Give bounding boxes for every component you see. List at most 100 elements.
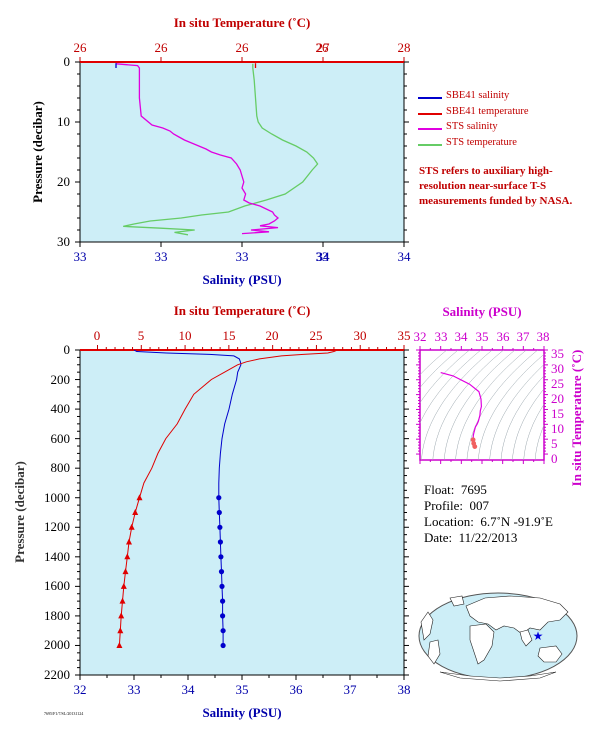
bottom-pressure-tick-label: 2000 xyxy=(44,637,70,652)
temperature-point xyxy=(117,627,124,634)
bottom-pressure-tick-label: 800 xyxy=(51,460,71,475)
bottom-sal-tick-label: 32 xyxy=(74,682,87,697)
salinity-point xyxy=(218,569,225,575)
isopycnal-line xyxy=(420,350,470,404)
australia xyxy=(537,645,563,663)
near-surface-pressure-axis-title: Pressure (decibar) xyxy=(30,101,45,203)
bottom-pressure-tick-label: 1600 xyxy=(44,578,70,593)
isopycnal-line xyxy=(512,388,544,460)
salinity-point xyxy=(216,495,222,501)
full-depth-pressure-axis-title: Pressure (decibar) xyxy=(12,461,27,563)
salinity-point xyxy=(220,628,226,634)
ts-sal-tick-label: 36 xyxy=(497,329,511,344)
salinity-point xyxy=(220,613,226,619)
near-surface-plot-area xyxy=(79,61,405,243)
full-depth-pressure-tick-labels: 0 200 400 600 800 1000 1200 1400 1600 18… xyxy=(44,342,70,682)
bottom-temp-tick-label: 25 xyxy=(310,328,323,343)
salinity-point xyxy=(218,554,224,560)
ts-temperature-axis-title: In situ Temperature (˚C) xyxy=(569,350,584,487)
antarctica xyxy=(439,671,557,682)
float-row: Float: 7695 xyxy=(424,482,553,498)
salinity-point xyxy=(219,583,225,590)
top-temp-tick-label: 26 xyxy=(316,40,330,55)
ts-deep-point xyxy=(470,437,476,443)
bottom-pressure-tick-label: 600 xyxy=(51,431,71,446)
bottom-sal-tick-label: 34 xyxy=(182,682,196,697)
salinity-profile-line xyxy=(133,349,242,646)
profile-row: Profile: 007 xyxy=(424,498,553,514)
greenland xyxy=(449,595,465,607)
isopycnal-line xyxy=(432,350,504,460)
bottom-sal-tick-label: 38 xyxy=(398,682,411,697)
bottom-temp-tick-label: 30 xyxy=(354,328,367,343)
bottom-pressure-tick-label: 0 xyxy=(64,342,71,357)
south-america-west xyxy=(427,639,441,665)
bottom-pressure-tick-label: 200 xyxy=(51,372,71,387)
legend: SBE41 salinity SBE41 temperature STS sal… xyxy=(418,90,529,152)
isopycnal-line xyxy=(523,403,544,460)
ts-plot-area xyxy=(419,349,545,461)
date-label: Date: xyxy=(424,530,453,545)
profile-label: Profile: xyxy=(424,498,463,513)
float-label: Float: xyxy=(424,482,455,497)
ts-temp-tick-label: 35 xyxy=(551,346,564,361)
bottom-temp-tick-label: 5 xyxy=(138,328,145,343)
top-pressure-tick-label: 20 xyxy=(57,174,70,189)
near-surface-panel: 26 26 26 26 27 28 In situ Temperature (˚… xyxy=(30,15,411,287)
location-row: Location: 6.7˚N -91.9˚E xyxy=(424,514,553,530)
bottom-pressure-tick-label: 1000 xyxy=(44,490,70,505)
top-sal-tick-label: 34 xyxy=(398,249,412,264)
full-depth-series xyxy=(116,349,338,649)
ts-deep-point xyxy=(472,444,478,449)
bottom-pressure-tick-label: 1800 xyxy=(44,608,70,623)
ts-profile-line xyxy=(440,372,483,447)
near-surface-temperature-axis-title: In situ Temperature (˚C) xyxy=(174,15,311,30)
temperature-point xyxy=(122,568,129,575)
ts-sal-tick-label: 37 xyxy=(517,329,531,344)
full-depth-ticks xyxy=(75,345,409,680)
salinity-point xyxy=(220,642,226,649)
bottom-temp-tick-label: 35 xyxy=(398,328,411,343)
full-depth-plot-area xyxy=(79,349,405,676)
footer-code: 7695/F1/7/SL/20131124 xyxy=(44,711,84,716)
top-temp-tick-label: 27 xyxy=(317,40,331,55)
ts-series xyxy=(440,372,483,449)
ts-temp-tick-label: 15 xyxy=(551,406,564,421)
ts-sal-tick-label: 35 xyxy=(476,329,489,344)
top-sal-tick-label: 33 xyxy=(155,249,168,264)
ts-sal-tick-label: 38 xyxy=(537,329,550,344)
eurasia xyxy=(465,595,569,635)
legend-item-sbe41-salinity: SBE41 salinity xyxy=(418,90,529,106)
top-pressure-tick-label: 10 xyxy=(57,114,70,129)
ts-ticks xyxy=(416,346,548,464)
ts-temp-tick-label: 0 xyxy=(551,451,558,466)
full-depth-panel: 0 5 10 15 20 25 30 35 In situ Temperatur… xyxy=(12,303,411,720)
top-temp-tick-label: 26 xyxy=(155,40,169,55)
temperature-point xyxy=(120,582,127,589)
bottom-sal-tick-label: 37 xyxy=(344,682,358,697)
isopycnal-line xyxy=(478,353,544,460)
temperature-point xyxy=(119,597,126,604)
legend-swatch xyxy=(418,128,442,130)
near-surface-salinity-axis-title: Salinity (PSU) xyxy=(202,272,281,287)
legend-label: SBE41 salinity xyxy=(446,90,510,101)
isopycnal-line xyxy=(534,424,544,460)
salinity-point xyxy=(216,509,222,516)
ts-salinity-tick-labels: 32 33 34 35 36 37 38 xyxy=(414,329,550,344)
temperature-profile-line xyxy=(118,349,338,646)
temperature-point xyxy=(132,509,139,515)
full-depth-temperature-axis-title: In situ Temperature (˚C) xyxy=(174,303,311,318)
sts-note: STS refers to auxiliary high-resolution … xyxy=(419,165,573,207)
indochina xyxy=(519,629,533,647)
top-sal-tick-label: 33 xyxy=(236,249,249,264)
temperature-point xyxy=(124,553,131,560)
americas-east-edge xyxy=(420,611,434,641)
top-temp-tick-label: 26 xyxy=(74,40,88,55)
near-surface-series xyxy=(115,63,319,236)
bottom-pressure-tick-label: 400 xyxy=(51,401,71,416)
date-value: 11/22/2013 xyxy=(458,530,518,545)
location-label: Location: xyxy=(424,514,474,529)
legend-label: STS temperature xyxy=(446,136,517,148)
full-depth-salinity-axis-title: Salinity (PSU) xyxy=(202,705,281,720)
